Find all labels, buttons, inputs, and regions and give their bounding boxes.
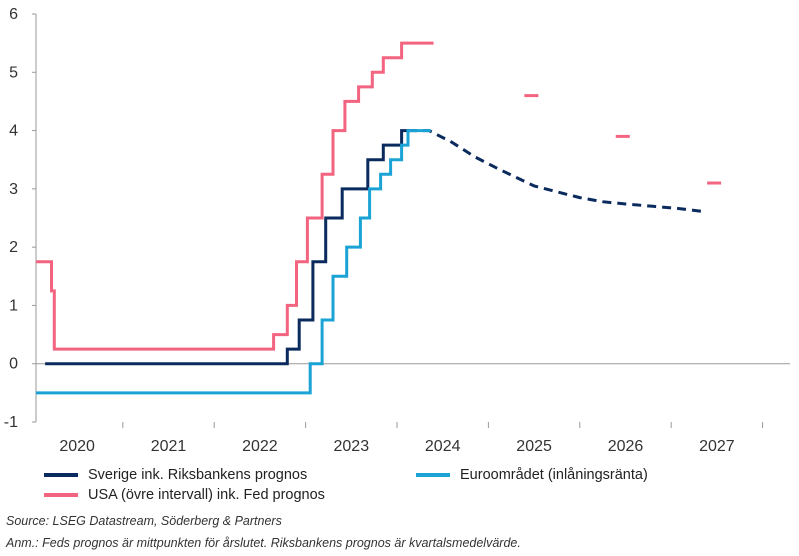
y-tick-label: 2	[9, 239, 18, 256]
x-tick-label: 2021	[151, 438, 187, 455]
y-tick-label: 3	[9, 181, 18, 198]
x-tick-label: 2024	[425, 438, 461, 455]
legend-item-euro: Euroområdet (inlåningsränta)	[416, 467, 648, 483]
legend-label-usa: USA (övre intervall) ink. Fed prognos	[88, 487, 325, 503]
y-tick-label: 6	[9, 6, 18, 23]
source-note: Source: LSEG Datastream, Söderberg & Par…	[6, 514, 282, 528]
x-tick-label: 2026	[608, 438, 644, 455]
riksbank-forecast-line	[408, 129, 705, 214]
series-layer	[36, 41, 722, 395]
legend-item-usa: USA (övre intervall) ink. Fed prognos	[44, 487, 325, 503]
y-tick-label: 1	[9, 297, 18, 314]
y-tick-label: 5	[9, 64, 18, 81]
x-tick-label: 2022	[242, 438, 278, 455]
legend-swatch-sverige	[44, 473, 78, 477]
x-axis: 2020 2021 2022 2023 2024 2025 2026 2027	[36, 363, 790, 455]
legend-label-sverige: Sverige ink. Riksbankens prognos	[88, 467, 308, 483]
legend-item-sverige: Sverige ink. Riksbankens prognos	[44, 467, 307, 483]
x-tick-label: 2023	[334, 438, 370, 455]
y-tick-label: 0	[9, 356, 18, 373]
x-tick-label: 2025	[516, 438, 552, 455]
series-line-2	[36, 129, 431, 395]
x-tick-label: 2020	[59, 438, 95, 455]
annotation-note: Anm.: Feds prognos är mittpunkten för år…	[6, 536, 521, 550]
legend-swatch-usa	[44, 493, 78, 497]
y-tick-label: 4	[9, 123, 18, 140]
series-line-0	[45, 129, 408, 366]
y-axis: -1 0 1 2 3 4 5 6	[4, 6, 37, 431]
y-tick-label: -1	[4, 414, 18, 431]
legend-swatch-euro	[416, 473, 450, 477]
legend-label-euro: Euroområdet (inlåningsränta)	[460, 467, 648, 483]
series-line-3	[36, 41, 434, 351]
x-tick-label: 2027	[699, 438, 735, 455]
